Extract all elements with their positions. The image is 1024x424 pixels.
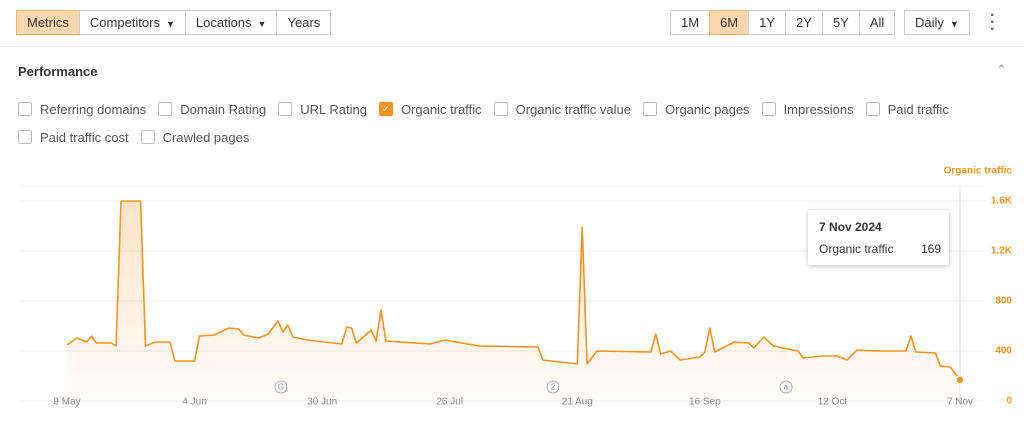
metric-label: Organic traffic value (515, 101, 631, 117)
point (955, 375, 965, 385)
tooltip-value: 169 (920, 242, 941, 256)
checkbox (158, 102, 173, 116)
tab-button[interactable]: All (858, 10, 896, 35)
y-tick-label: 0 (1006, 396, 1012, 407)
y-tick-label: 1.6K (991, 196, 1013, 207)
button-label: Locations (195, 15, 252, 30)
area (67, 201, 960, 401)
annotation-marker (779, 380, 793, 394)
tab-button[interactable]: Years (276, 10, 332, 35)
interval-select: Daily ▼ (904, 10, 970, 35)
x-tick-label: 16 Sep (689, 397, 721, 408)
metric-label: Domain Rating (180, 101, 267, 117)
x-tick-label: 4 Jun (182, 397, 206, 408)
checkbox (643, 102, 657, 116)
y-tick-label: 400 (995, 346, 1012, 357)
tooltip: 7 Nov 2024 Organic traffic 169 (808, 210, 949, 265)
metric-label: Crawled pages (162, 129, 250, 145)
tooltip-title: 7 Nov 2024 (819, 220, 882, 234)
annotation-label: 2 (551, 383, 556, 392)
x-tick-label: 9 May (53, 397, 80, 408)
metric-label: Organic pages (665, 101, 750, 117)
y-tick-label: 1.2K (991, 246, 1013, 257)
button-label: 1M (681, 15, 700, 30)
metric-label: Paid traffic cost (40, 129, 129, 145)
metric-label: Paid traffic (887, 101, 949, 117)
tab-button[interactable]: 5Y (821, 10, 860, 35)
line (66, 200, 961, 381)
button-label: Competitors (89, 15, 160, 30)
metric-checkbox[interactable]: ✓ Organic traffic (378, 100, 482, 118)
x-tick-label: 26 Jul (436, 397, 463, 408)
metric-list: Referring domains Domain Rating URL Rating… (18, 100, 1008, 146)
metric-checkbox[interactable]: URL Rating (278, 100, 367, 118)
metric-checkbox[interactable]: Impressions (761, 100, 854, 118)
axis-title: Organic traffic (944, 166, 1013, 177)
button-label: 6M (720, 15, 739, 30)
chart: 0 400 800 1.2K 1.6K Organic traffic 9 May 4 Jun… (18, 166, 1013, 408)
button-label: 5Y (832, 15, 849, 30)
x-tick-label: 12 Oct (818, 397, 848, 408)
collapse-icon[interactable]: ⌃ (996, 62, 1007, 77)
metric-label: Impressions (783, 101, 854, 117)
checkbox (865, 102, 880, 116)
button-label: All (869, 15, 885, 30)
checkbox (493, 102, 508, 116)
x-tick-label: 7 Nov (947, 397, 973, 408)
button-label: 1Y (759, 15, 776, 30)
tooltip-label: Organic traffic (819, 242, 894, 256)
more-menu[interactable]: · · · (990, 7, 996, 38)
tab-button[interactable]: 1M (670, 10, 711, 35)
metric-checkbox[interactable]: Organic pages (643, 100, 750, 118)
checkbox: ✓ (378, 102, 393, 116)
button-label: 2Y (796, 15, 812, 30)
annotation-label: a (784, 383, 789, 392)
annotation-label: G (278, 383, 284, 392)
select-button[interactable]: Daily ▼ (904, 10, 970, 35)
metric-label: Organic traffic (400, 101, 482, 117)
metric-checkbox[interactable]: Domain Rating (158, 100, 266, 118)
tab-button[interactable]: 6M (709, 10, 750, 35)
tab-button[interactable]: Locations ▼ (184, 10, 278, 35)
button-label: Years (287, 15, 321, 30)
caret-icon: ▼ (257, 19, 267, 29)
metric-checkbox[interactable]: Organic traffic value (493, 100, 631, 118)
metric-checkbox[interactable]: Referring domains (18, 100, 146, 118)
metric-label: URL Rating (300, 101, 367, 117)
metric-checkbox[interactable]: Crawled pages (140, 128, 250, 146)
tab-button[interactable]: Metrics (16, 10, 80, 35)
panel-title: Performance (18, 64, 98, 79)
metric-checkbox[interactable]: Paid traffic (865, 100, 949, 118)
divider (0, 46, 1024, 47)
tab-button[interactable]: 2Y (785, 10, 823, 35)
tab-button[interactable]: 1Y (748, 10, 787, 35)
view-tabs: Metrics Competitors ▼ Locations ▼ Years (16, 10, 332, 35)
button-label: Daily (915, 15, 944, 30)
tab-button[interactable]: Competitors ▼ (78, 10, 186, 35)
checkbox (761, 102, 776, 116)
x-tick-label: 21 Aug (562, 397, 593, 408)
caret-icon: ▼ (949, 19, 959, 29)
checkbox (278, 102, 293, 116)
checkbox (18, 102, 32, 116)
button-label: Metrics (27, 15, 69, 30)
metric-label: Referring domains (40, 101, 147, 117)
checkbox (18, 130, 32, 144)
range-tabs: 1M 6M 1Y 2Y 5Y All (670, 10, 896, 35)
annotation-marker (274, 380, 288, 394)
caret-icon: ▼ (165, 19, 175, 29)
metric-checkbox[interactable]: Paid traffic cost (18, 128, 129, 146)
annotation-marker (546, 380, 560, 394)
x-tick-label: 30 Jun (307, 397, 337, 408)
checkbox (140, 130, 155, 144)
y-tick-label: 800 (995, 296, 1012, 307)
